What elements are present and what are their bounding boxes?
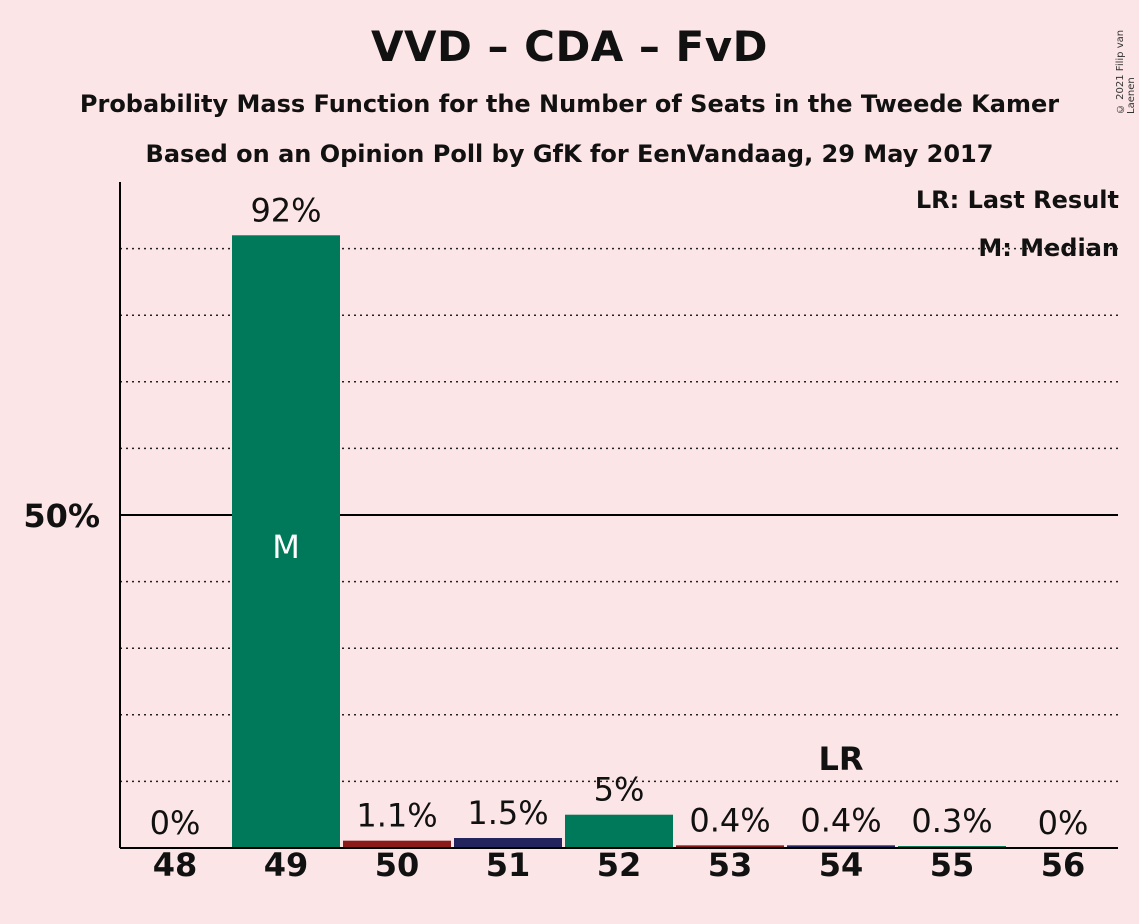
legend-last-result: LR: Last Result [915,186,1119,214]
x-tick-label-50: 50 [375,846,420,884]
x-tick-label-53: 53 [708,846,753,884]
data-label-53: 0.4% [689,801,770,839]
x-tick-label-49: 49 [264,846,309,884]
x-tick-label-56: 56 [1041,846,1086,884]
data-label-56: 0% [1038,804,1089,842]
bar-53 [676,845,784,848]
x-tick-label-51: 51 [486,846,531,884]
median-marker: M [272,528,300,566]
bar-51 [454,838,562,848]
chart-subtitle-source: Based on an Opinion Poll by GfK for EenV… [145,140,994,168]
data-label-49: 92% [250,191,321,229]
data-label-48: 0% [150,804,201,842]
data-label-55: 0.3% [911,802,992,840]
data-label-54: 0.4% [800,801,881,839]
y-tick-label-50: 50% [23,497,100,535]
data-label-50: 1.1% [356,797,437,835]
x-tick-label-52: 52 [597,846,642,884]
chart-subtitle: Probability Mass Function for the Number… [79,90,1060,118]
x-tick-label-55: 55 [930,846,975,884]
bar-52 [565,814,673,848]
data-label-51: 1.5% [467,794,548,832]
x-tick-label-54: 54 [819,846,864,884]
bar-50 [343,840,451,848]
x-tick-label-48: 48 [153,846,198,884]
last-result-marker: LR [818,740,863,778]
bar-54 [787,845,895,848]
bar-49 [232,235,340,848]
data-label-52: 5% [594,771,645,809]
legend-median: M: Median [978,234,1119,262]
chart-title: VVD – CDA – FvD [371,22,768,71]
